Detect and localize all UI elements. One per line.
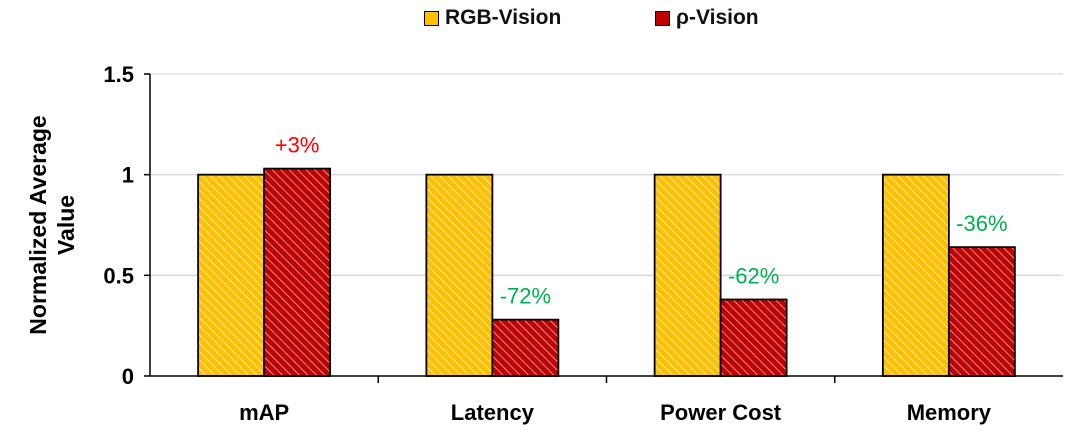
x-tick-label: Memory bbox=[907, 400, 992, 425]
data-label-annotation: -72% bbox=[500, 284, 551, 309]
y-tick-label: 0 bbox=[122, 364, 134, 389]
legend-item-rho-vision: ρ-Vision bbox=[655, 6, 759, 30]
y-tick-label: 1.5 bbox=[103, 62, 134, 87]
data-label-annotation: -36% bbox=[956, 211, 1007, 236]
data-label-annotation: -62% bbox=[728, 263, 779, 288]
y-axis-title-line1: Normalized Average bbox=[25, 115, 51, 334]
bar-rgb-vision bbox=[425, 173, 494, 377]
legend-label-rgb-vision: RGB-Vision bbox=[445, 6, 562, 29]
y-tick-label: 1 bbox=[122, 163, 134, 188]
y-tick-label: 0.5 bbox=[103, 263, 134, 288]
axes: 0 0.5 1 1.5 bbox=[103, 62, 1063, 389]
legend-item-rgb-vision: RGB-Vision bbox=[424, 6, 561, 30]
x-tick-label: Power Cost bbox=[660, 400, 782, 425]
data-label-annotation: +3% bbox=[275, 133, 320, 158]
x-tick-label: Latency bbox=[451, 400, 535, 425]
x-tick-label: mAP bbox=[239, 400, 289, 425]
labels: mAP Latency Power Cost Memory +3% -72% -62% -36… bbox=[239, 133, 1007, 425]
bar-rgb-vision bbox=[881, 173, 950, 377]
legend-swatch-rgb-vision bbox=[424, 10, 439, 26]
bar-rgb-vision bbox=[197, 173, 266, 377]
bar-rho-vision bbox=[491, 318, 560, 377]
bars bbox=[197, 167, 1016, 377]
bar-rho-vision bbox=[719, 298, 788, 377]
legend: RGB-Vision ρ-Vision bbox=[0, 6, 1075, 32]
bar-rho-vision bbox=[947, 246, 1016, 377]
legend-swatch-rho-vision bbox=[655, 10, 670, 26]
bar-rho-vision bbox=[263, 167, 332, 377]
y-axis-title-line2: Value bbox=[53, 195, 79, 255]
legend-label-rho-vision: ρ-Vision bbox=[676, 6, 759, 29]
bar-rgb-vision bbox=[653, 173, 722, 377]
